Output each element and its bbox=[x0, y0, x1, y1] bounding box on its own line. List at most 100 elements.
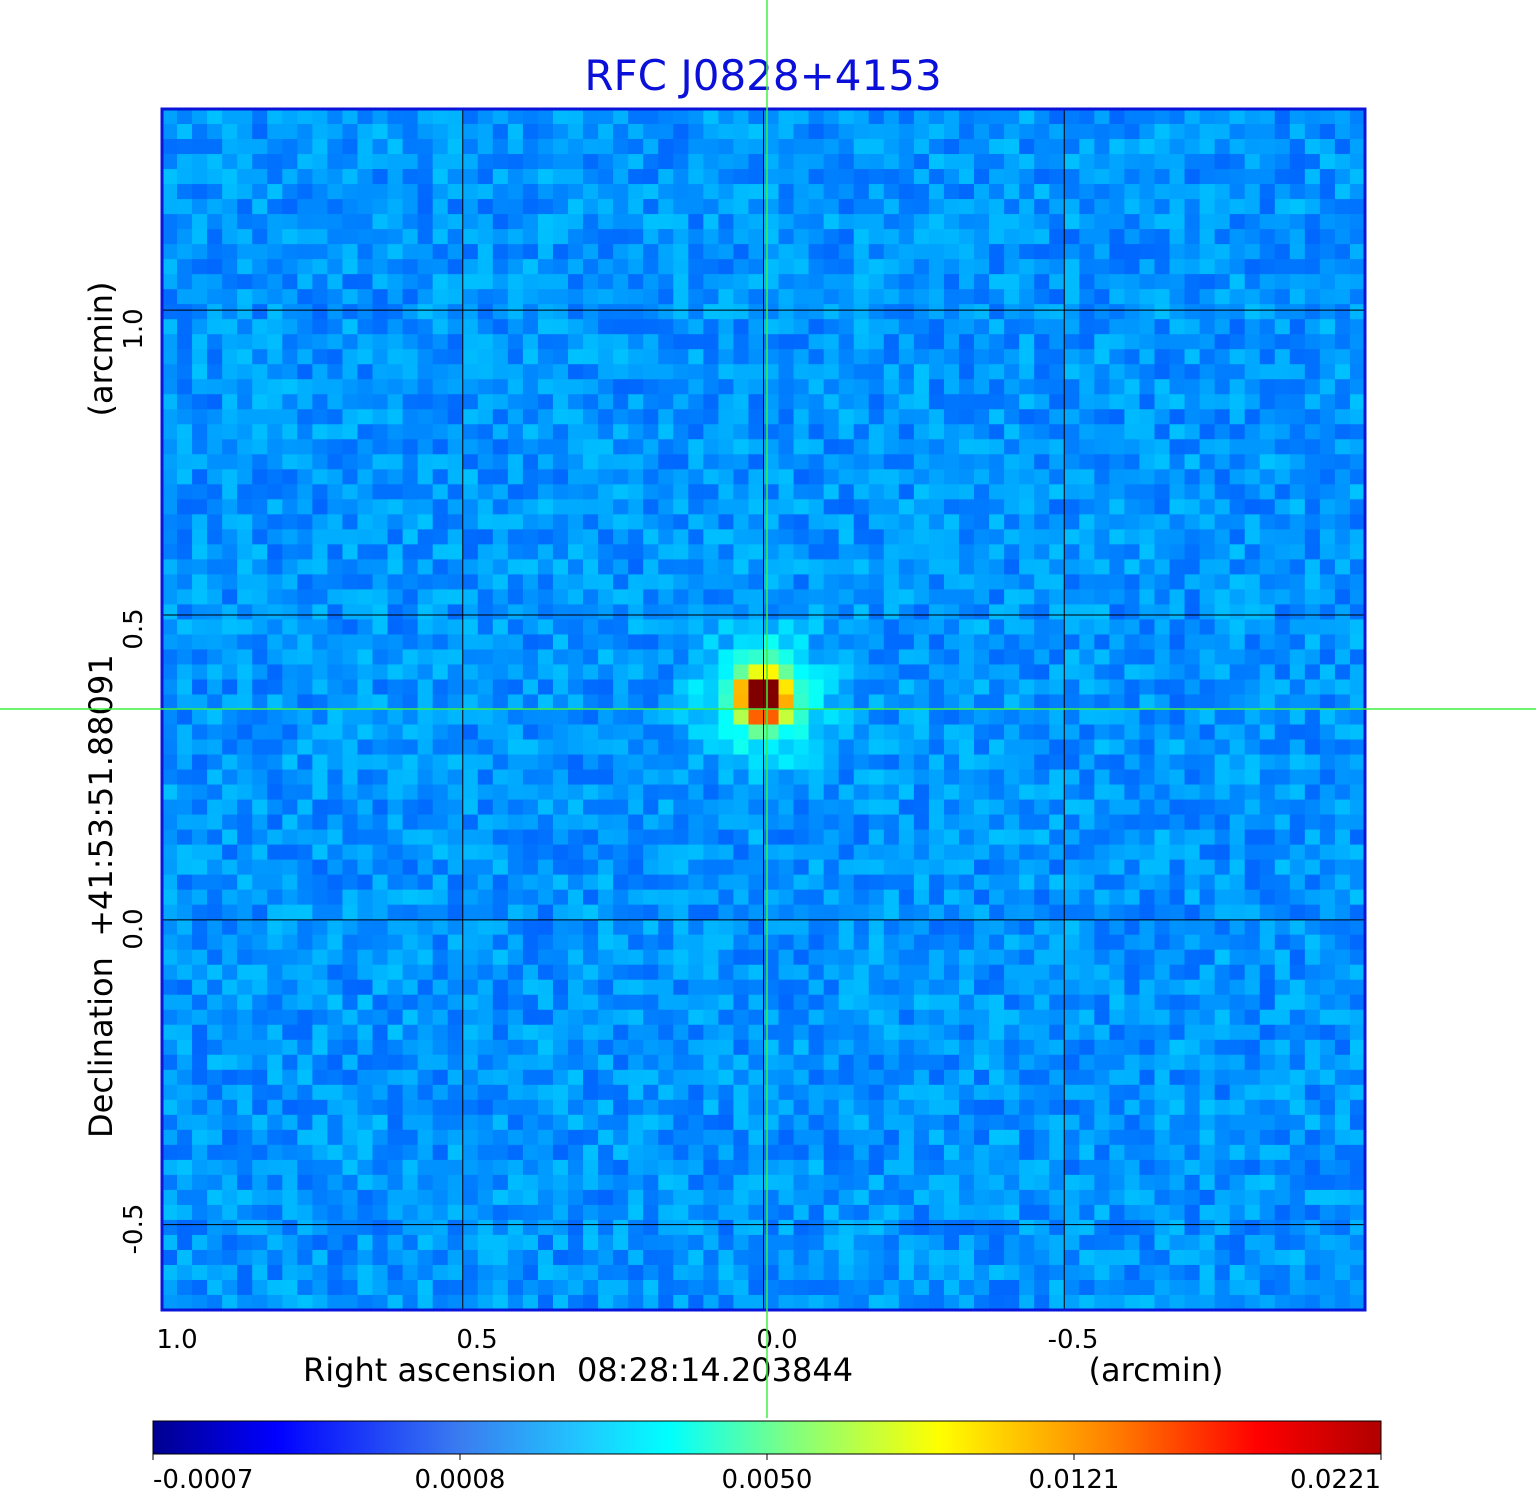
heatmap-cell bbox=[868, 274, 885, 290]
heatmap-cell bbox=[1184, 799, 1201, 816]
heatmap-cell bbox=[237, 709, 253, 726]
heatmap-cell bbox=[207, 724, 223, 741]
heatmap-cell bbox=[522, 1009, 539, 1026]
heatmap-cell bbox=[568, 1024, 584, 1041]
heatmap-cell bbox=[793, 829, 810, 846]
heatmap-cell bbox=[492, 844, 509, 861]
heatmap-cell bbox=[974, 484, 990, 500]
heatmap-cell bbox=[1124, 214, 1141, 230]
heatmap-cell bbox=[252, 1009, 268, 1026]
heatmap-cell bbox=[808, 679, 825, 696]
heatmap-cell bbox=[447, 829, 464, 846]
heatmap-cell bbox=[1289, 109, 1306, 125]
heatmap-cell bbox=[387, 559, 404, 575]
heatmap-cell bbox=[974, 559, 990, 575]
heatmap-cell bbox=[1199, 124, 1216, 140]
heatmap-cell bbox=[1124, 1009, 1141, 1026]
heatmap-cell bbox=[853, 874, 870, 891]
heatmap-cell bbox=[1169, 319, 1186, 335]
heatmap-cell bbox=[192, 364, 208, 380]
heatmap-cell bbox=[492, 889, 509, 906]
heatmap-cell bbox=[402, 229, 419, 245]
heatmap-cell bbox=[1049, 259, 1065, 275]
heatmap-cell bbox=[492, 544, 509, 560]
heatmap-cell bbox=[1184, 994, 1201, 1011]
heatmap-cell bbox=[748, 1009, 765, 1026]
heatmap-cell bbox=[162, 694, 178, 711]
heatmap-cell bbox=[883, 109, 900, 125]
heatmap-cell bbox=[808, 169, 825, 185]
heatmap-cell bbox=[1049, 499, 1065, 515]
heatmap-cell bbox=[252, 589, 268, 606]
heatmap-cell bbox=[793, 739, 810, 756]
heatmap-cell bbox=[207, 334, 223, 350]
heatmap-cell bbox=[1229, 979, 1246, 996]
heatmap-cell bbox=[958, 649, 975, 666]
heatmap-cell bbox=[522, 874, 539, 891]
heatmap-cell bbox=[1214, 619, 1231, 636]
heatmap-cell bbox=[402, 679, 419, 696]
heatmap-cell bbox=[823, 439, 840, 455]
heatmap-cell bbox=[462, 439, 479, 455]
heatmap-cell bbox=[1304, 829, 1321, 846]
heatmap-cell bbox=[1184, 1024, 1201, 1041]
heatmap-cell bbox=[1079, 394, 1095, 410]
heatmap-cell bbox=[447, 1009, 464, 1026]
heatmap-cell bbox=[1229, 874, 1246, 891]
heatmap-cell bbox=[673, 304, 689, 320]
heatmap-cell bbox=[237, 679, 253, 696]
heatmap-cell bbox=[808, 754, 825, 771]
heatmap-cell bbox=[838, 304, 855, 320]
heatmap-cell bbox=[928, 199, 945, 215]
heatmap-cell bbox=[282, 934, 298, 951]
heatmap-cell bbox=[1244, 229, 1261, 245]
heatmap-cell bbox=[853, 169, 870, 185]
heatmap-cell bbox=[417, 364, 434, 380]
heatmap-cell bbox=[688, 574, 704, 590]
heatmap-cell bbox=[252, 559, 268, 575]
heatmap-cell bbox=[207, 544, 223, 560]
heatmap-cell bbox=[1244, 409, 1261, 425]
heatmap-cell bbox=[598, 679, 614, 696]
heatmap-cell bbox=[658, 904, 674, 921]
heatmap-cell bbox=[1079, 964, 1095, 981]
heatmap-cell bbox=[1184, 559, 1201, 575]
heatmap-cell bbox=[763, 574, 780, 590]
heatmap-cell bbox=[507, 604, 524, 621]
heatmap-cell bbox=[1199, 769, 1216, 786]
heatmap-cell bbox=[793, 709, 810, 726]
heatmap-cell bbox=[1334, 139, 1351, 155]
heatmap-cell bbox=[928, 829, 945, 846]
heatmap-cell bbox=[447, 409, 464, 425]
heatmap-cell bbox=[1094, 724, 1110, 741]
heatmap-cell bbox=[733, 979, 750, 996]
heatmap-cell bbox=[913, 349, 930, 365]
heatmap-cell bbox=[718, 154, 735, 170]
heatmap-cell bbox=[853, 214, 870, 230]
heatmap-cell bbox=[372, 1009, 389, 1026]
heatmap-cell bbox=[1259, 664, 1276, 681]
heatmap-cell bbox=[327, 454, 344, 470]
heatmap-cell bbox=[237, 124, 253, 140]
heatmap-cell bbox=[1064, 109, 1080, 125]
heatmap-cell bbox=[507, 589, 524, 606]
heatmap-cell bbox=[342, 244, 359, 260]
heatmap-cell bbox=[1064, 574, 1080, 590]
heatmap-cell bbox=[1289, 574, 1306, 590]
heatmap-cell bbox=[1244, 304, 1261, 320]
heatmap-cell bbox=[357, 274, 374, 290]
heatmap-cell bbox=[477, 829, 494, 846]
heatmap-cell bbox=[492, 649, 509, 666]
heatmap-cell bbox=[237, 439, 253, 455]
heatmap-cell bbox=[1079, 259, 1095, 275]
heatmap-cell bbox=[552, 514, 569, 530]
heatmap-cell bbox=[943, 634, 960, 651]
heatmap-cell bbox=[1214, 754, 1231, 771]
heatmap-cell bbox=[1319, 124, 1336, 140]
heatmap-cell bbox=[673, 439, 689, 455]
heatmap-cell bbox=[1124, 844, 1141, 861]
heatmap-cell bbox=[207, 304, 223, 320]
heatmap-cell bbox=[658, 934, 674, 951]
heatmap-cell bbox=[928, 934, 945, 951]
heatmap-cell bbox=[177, 349, 193, 365]
